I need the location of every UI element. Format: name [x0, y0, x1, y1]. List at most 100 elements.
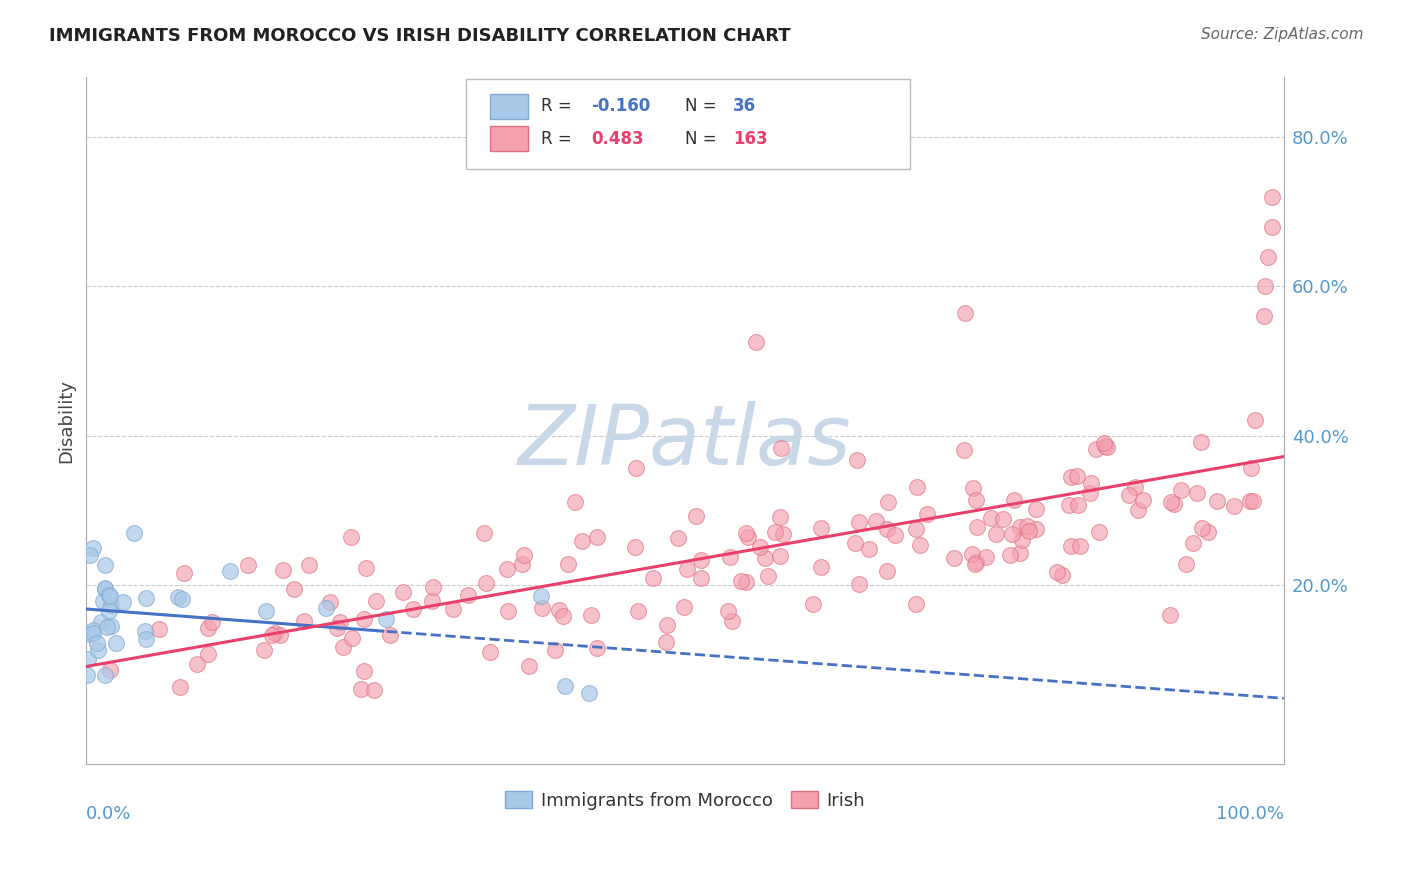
Point — [848, 577, 870, 591]
Point — [173, 566, 195, 580]
Point — [1118, 488, 1140, 502]
Point — [353, 665, 375, 679]
Point — [624, 540, 647, 554]
FancyBboxPatch shape — [489, 126, 529, 151]
Point — [1085, 442, 1108, 456]
Point — [955, 305, 977, 319]
Point — [1197, 525, 1219, 540]
Point — [1239, 493, 1261, 508]
Point — [1191, 521, 1213, 535]
Point — [422, 594, 444, 608]
Point — [254, 604, 277, 618]
Point — [865, 514, 887, 528]
Point — [655, 617, 678, 632]
Point — [1011, 533, 1033, 547]
Text: 0.483: 0.483 — [592, 129, 644, 147]
Point — [942, 550, 965, 565]
Point — [1001, 527, 1024, 541]
Point — [1254, 279, 1277, 293]
Point — [548, 602, 571, 616]
Point — [1078, 486, 1101, 500]
Point — [769, 549, 792, 563]
Point — [1060, 470, 1083, 484]
Point — [326, 620, 349, 634]
Point — [1088, 524, 1111, 539]
FancyBboxPatch shape — [489, 94, 529, 119]
Point — [422, 580, 444, 594]
Point — [1095, 440, 1118, 454]
Point — [673, 599, 696, 614]
Point — [96, 620, 118, 634]
Point — [441, 601, 464, 615]
Point — [654, 635, 676, 649]
Point — [960, 547, 983, 561]
Point — [392, 585, 415, 599]
Text: 163: 163 — [733, 129, 768, 147]
Text: N =: N = — [685, 97, 721, 115]
Point — [332, 640, 354, 655]
Point — [1015, 519, 1038, 533]
Point — [100, 598, 122, 612]
Point — [86, 636, 108, 650]
Point — [554, 679, 576, 693]
Point — [457, 588, 479, 602]
Point — [876, 522, 898, 536]
Point — [1132, 493, 1154, 508]
Point — [364, 594, 387, 608]
Point — [319, 595, 342, 609]
Point — [472, 525, 495, 540]
Point — [1094, 439, 1116, 453]
Point — [735, 526, 758, 541]
Point — [844, 535, 866, 549]
Point — [993, 512, 1015, 526]
Point — [82, 541, 104, 555]
Point — [1025, 522, 1047, 536]
Point — [666, 531, 689, 545]
Point — [1128, 502, 1150, 516]
Point — [756, 569, 779, 583]
Point — [197, 621, 219, 635]
FancyBboxPatch shape — [465, 78, 910, 169]
Point — [966, 519, 988, 533]
Point — [98, 663, 121, 677]
Point — [557, 557, 579, 571]
Point — [1206, 494, 1229, 508]
Point — [643, 571, 665, 585]
Text: Source: ZipAtlas.com: Source: ZipAtlas.com — [1201, 27, 1364, 42]
Point — [904, 522, 927, 536]
Point — [82, 623, 104, 637]
Point — [1170, 483, 1192, 497]
Point — [98, 604, 121, 618]
Point — [1060, 539, 1083, 553]
Point — [79, 548, 101, 562]
Point — [402, 601, 425, 615]
Point — [76, 667, 98, 681]
Point — [754, 550, 776, 565]
Point — [953, 442, 976, 457]
Point — [986, 527, 1008, 541]
Point — [374, 612, 396, 626]
Point — [1050, 568, 1073, 582]
Point — [1222, 499, 1244, 513]
Point — [1010, 546, 1032, 560]
Point — [340, 530, 363, 544]
Point — [1092, 435, 1115, 450]
Point — [263, 625, 285, 640]
Point — [1163, 497, 1185, 511]
Point — [94, 558, 117, 572]
Point — [904, 597, 927, 611]
Point — [378, 628, 401, 642]
Point — [965, 555, 987, 569]
Point — [745, 335, 768, 350]
Point — [810, 559, 832, 574]
Point — [1066, 468, 1088, 483]
Point — [82, 626, 104, 640]
Point — [962, 481, 984, 495]
Point — [340, 631, 363, 645]
Point — [1243, 413, 1265, 427]
Point — [1175, 558, 1198, 572]
Point — [675, 562, 697, 576]
Y-axis label: Disability: Disability — [58, 379, 75, 463]
Point — [544, 643, 567, 657]
Point — [1025, 502, 1047, 516]
